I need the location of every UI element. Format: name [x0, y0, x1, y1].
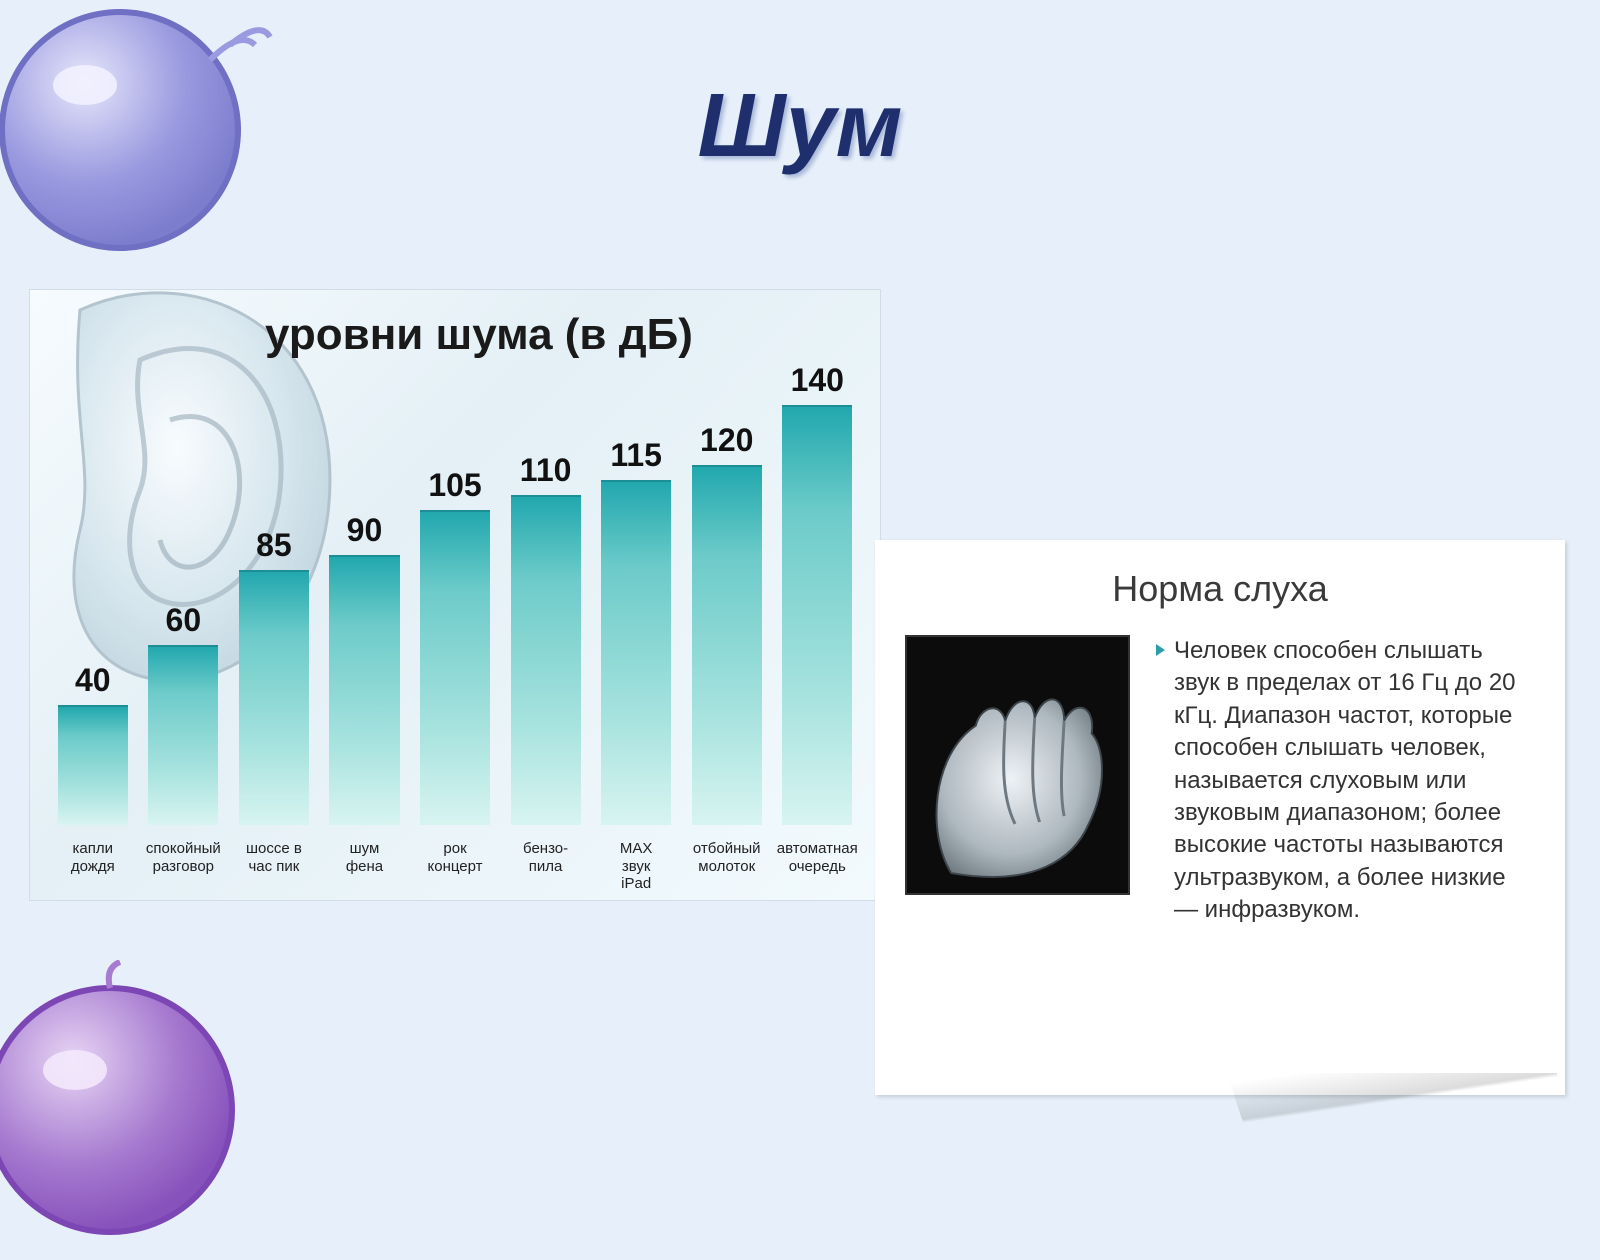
bar-value-label: 90: [347, 512, 383, 549]
category-label: отбойныймолоток: [684, 840, 770, 892]
bar-value-label: 110: [520, 452, 572, 489]
bar-col: 105: [412, 467, 498, 825]
category-label: спокойныйразговор: [141, 840, 227, 892]
slide-title: Шум: [0, 75, 1600, 178]
bar-group: 40608590105110115120140: [50, 405, 860, 825]
bar-col: 115: [593, 437, 679, 825]
bar-value-label: 120: [700, 422, 753, 459]
bar-rect: [692, 465, 762, 825]
bar-value-label: 105: [428, 467, 481, 504]
category-labels: каплидождяспокойныйразговоршоссе вчас пи…: [50, 840, 860, 892]
bar-value-label: 140: [791, 362, 844, 399]
hand-to-ear-image: [905, 635, 1130, 895]
bar-rect: [148, 645, 218, 825]
bar-col: 140: [775, 362, 861, 825]
hearing-norm-panel: Норма слуха Человек способен слышать: [875, 540, 1565, 1095]
bar-rect: [601, 480, 671, 825]
category-label: шоссе вчас пик: [231, 840, 317, 892]
bar-value-label: 60: [166, 602, 202, 639]
bar-value-label: 85: [256, 527, 292, 564]
category-label: MAXзвукiPad: [593, 840, 679, 892]
bar-col: 120: [684, 422, 770, 825]
norm-title: Норма слуха: [905, 568, 1535, 610]
bar-rect: [58, 705, 128, 825]
panel-shadow: [1227, 1073, 1573, 1123]
bar-col: 60: [141, 602, 227, 825]
category-label: каплидождя: [50, 840, 136, 892]
bar-rect: [511, 495, 581, 825]
bar-rect: [420, 510, 490, 825]
chart-title: уровни шума (в дБ): [265, 310, 693, 360]
bar-rect: [329, 555, 399, 825]
noise-levels-chart: уровни шума (в дБ) 40 60 85 90 105 110 115 120 1…: [30, 290, 880, 900]
bar-value-label: 40: [75, 662, 111, 699]
bar-col: 40: [50, 662, 136, 825]
bar-rect: [239, 570, 309, 825]
bar-col: 110: [503, 452, 589, 825]
bar-rect: [782, 405, 852, 825]
decor-balloon-bottom: [0, 960, 270, 1260]
bar-col: 90: [322, 512, 408, 825]
norm-body-text: Человек способен слышать звук в пределах…: [1156, 635, 1535, 927]
category-label: бензо-пила: [503, 840, 589, 892]
category-label: рокконцерт: [412, 840, 498, 892]
category-label: автоматнаяочередь: [775, 840, 861, 892]
bar-value-label: 115: [610, 437, 662, 474]
bar-col: 85: [231, 527, 317, 825]
category-label: шумфена: [322, 840, 408, 892]
